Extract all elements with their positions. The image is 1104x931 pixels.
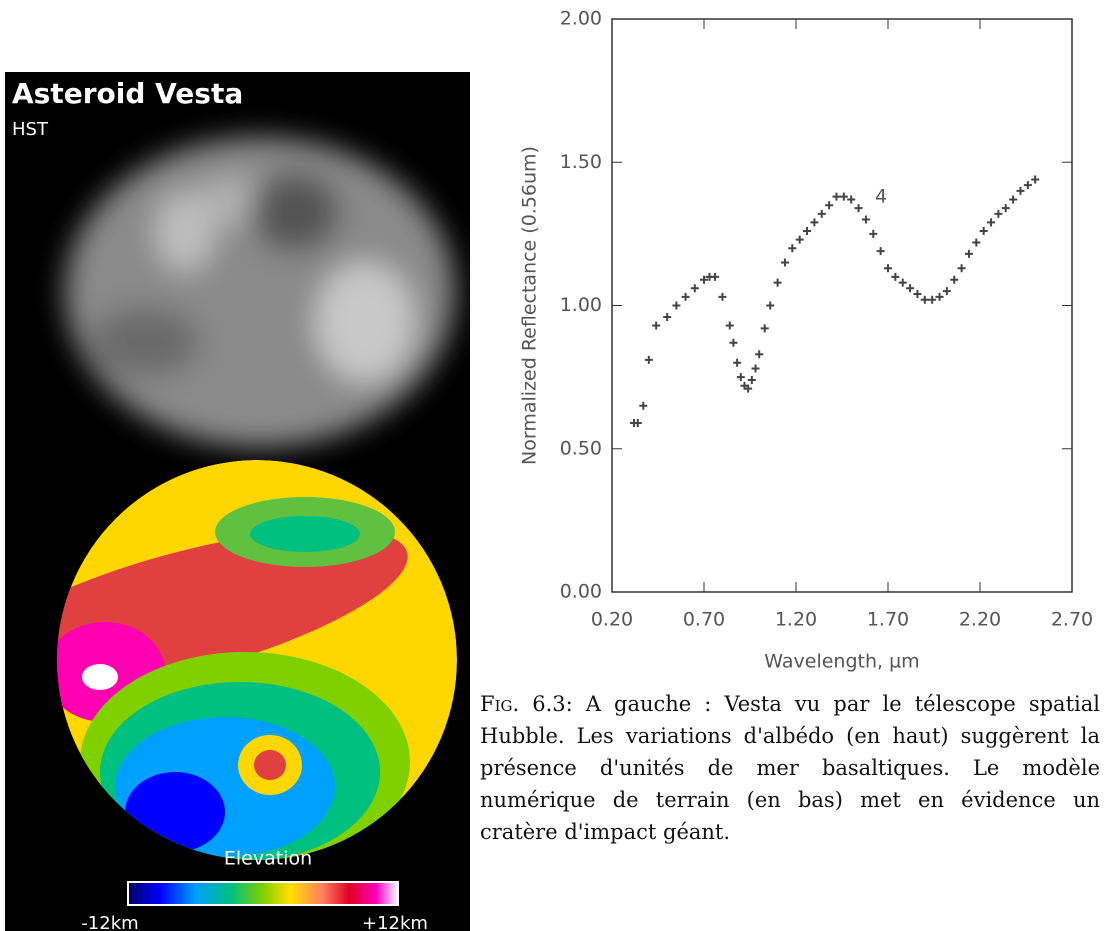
data-point	[1016, 186, 1025, 195]
colorbar	[127, 881, 399, 906]
data-point	[633, 418, 642, 427]
x-tick-label: 0.20	[591, 609, 633, 631]
data-point	[690, 284, 699, 293]
data-point	[718, 292, 727, 301]
legend-min: -12km	[81, 913, 138, 931]
image-subtitle: HST	[12, 119, 49, 140]
data-point	[1009, 195, 1018, 204]
data-point	[736, 373, 745, 382]
data-point	[906, 284, 915, 293]
caption: Fig. 6.3: A gauche : Vesta vu par le tél…	[480, 688, 1100, 848]
data-point	[733, 358, 742, 367]
x-tick-label: 1.20	[775, 609, 817, 631]
data-point	[755, 350, 764, 359]
annotation: 4	[875, 186, 887, 208]
data-point	[773, 278, 782, 287]
x-tick-label: 0.70	[683, 609, 725, 631]
caption-label: Fig. 6.3:	[480, 692, 573, 716]
data-point	[795, 235, 804, 244]
y-tick-label: 1.50	[560, 151, 602, 173]
data-point	[1031, 175, 1040, 184]
x-axis-label: Wavelength, µm	[764, 651, 919, 673]
x-tick-label: 2.70	[1051, 609, 1093, 631]
data-point	[1023, 181, 1032, 190]
data-point	[972, 238, 981, 247]
data-point	[935, 292, 944, 301]
data-point	[898, 278, 907, 287]
data-point	[847, 195, 856, 204]
data-point	[891, 272, 900, 281]
elevation-map	[57, 460, 457, 860]
data-point	[920, 295, 929, 304]
data-point	[950, 275, 959, 284]
data-point	[803, 227, 812, 236]
data-point	[810, 218, 819, 227]
y-tick-label: 0.00	[560, 581, 602, 603]
plot-frame	[611, 18, 1073, 593]
legend-title: Elevation	[224, 848, 312, 870]
data-point	[832, 192, 841, 201]
data-point	[700, 275, 708, 284]
data-point	[839, 192, 848, 201]
data-point	[788, 244, 797, 253]
data-point	[854, 204, 863, 213]
caption-text: A gauche : Vesta vu par le télescope spa…	[480, 692, 1100, 844]
data-point	[876, 247, 885, 256]
y-tick-label: 2.00	[560, 8, 602, 30]
legend-max: +12km	[362, 913, 428, 931]
data-point	[663, 312, 672, 321]
data-point	[760, 324, 769, 333]
data-point	[884, 264, 892, 273]
chart: 4 0.00 0.50 1.00 1.50 2.00 0.20 0.70 1.20 1.70 2.…	[519, 8, 1094, 673]
x-tick-label: 1.70	[867, 609, 909, 631]
data-point	[639, 401, 648, 410]
hst-image	[65, 137, 455, 447]
data-point	[780, 258, 789, 267]
data-point	[729, 338, 738, 347]
data-point	[681, 292, 690, 301]
data-point	[964, 249, 973, 258]
data-point	[869, 229, 878, 238]
vesta-images: Asteroid Vesta HST Elevation -12km +12km	[5, 72, 470, 931]
data-point	[744, 384, 753, 393]
data-point	[928, 295, 937, 304]
data-point	[994, 209, 1003, 218]
data-point	[751, 364, 760, 373]
data-point	[825, 201, 834, 210]
data-point	[766, 301, 775, 310]
data-point	[725, 321, 734, 330]
data-point	[747, 375, 756, 384]
data-point	[861, 215, 870, 224]
x-tick-label: 2.20	[959, 609, 1001, 631]
data-point	[711, 272, 720, 281]
data-point	[979, 227, 988, 236]
y-tick-label: 1.00	[560, 294, 602, 316]
data-point	[652, 321, 661, 330]
data-point	[672, 301, 681, 310]
data-point	[817, 209, 826, 218]
y-tick-label: 0.50	[560, 437, 602, 459]
data-point	[957, 264, 966, 273]
data-point	[942, 287, 951, 296]
data-point	[1001, 204, 1010, 213]
data-point	[644, 355, 653, 364]
image-title: Asteroid Vesta	[12, 77, 243, 110]
data-point	[913, 290, 922, 299]
data-point	[987, 218, 996, 227]
y-axis-label: Normalized Reflectance (0.56um)	[519, 146, 541, 465]
